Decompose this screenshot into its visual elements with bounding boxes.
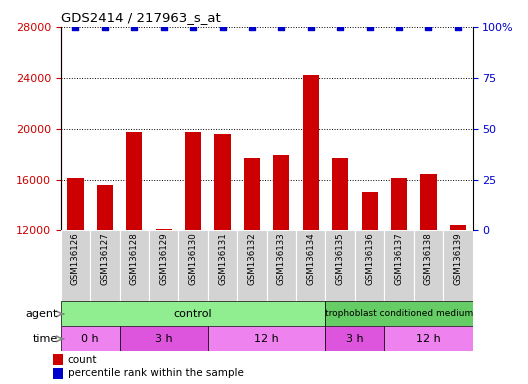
Bar	[384, 326, 473, 351]
Text: 12 h: 12 h	[254, 334, 279, 344]
Text: 12 h: 12 h	[416, 334, 441, 344]
Bar	[384, 230, 414, 301]
Point	[454, 24, 462, 30]
Bar	[126, 132, 143, 230]
Bar	[332, 158, 348, 230]
Bar	[53, 368, 63, 379]
Bar	[362, 192, 378, 230]
Point	[307, 24, 315, 30]
Bar	[208, 230, 237, 301]
Text: GSM136127: GSM136127	[100, 233, 109, 285]
Bar	[61, 326, 119, 351]
Point	[101, 24, 109, 30]
Text: percentile rank within the sample: percentile rank within the sample	[68, 368, 243, 378]
Bar	[296, 230, 325, 301]
Text: 0 h: 0 h	[81, 334, 99, 344]
Text: GSM136130: GSM136130	[188, 233, 197, 285]
Bar	[61, 230, 90, 301]
Bar	[325, 230, 355, 301]
Text: GSM136129: GSM136129	[159, 233, 168, 285]
Bar	[274, 156, 289, 230]
Point	[365, 24, 374, 30]
Text: GSM136139: GSM136139	[454, 233, 463, 285]
Bar	[119, 230, 149, 301]
Bar	[90, 230, 119, 301]
Text: time: time	[33, 334, 58, 344]
Text: GDS2414 / 217963_s_at: GDS2414 / 217963_s_at	[61, 11, 221, 24]
Text: GSM136138: GSM136138	[424, 233, 433, 285]
Bar	[355, 230, 384, 301]
Text: trophoblast conditioned medium: trophoblast conditioned medium	[325, 310, 473, 318]
Point	[424, 24, 432, 30]
Bar	[443, 230, 473, 301]
Text: GSM136131: GSM136131	[218, 233, 227, 285]
Bar	[208, 326, 325, 351]
Point	[189, 24, 197, 30]
Bar	[68, 178, 83, 230]
Bar	[61, 301, 325, 326]
Text: 3 h: 3 h	[155, 334, 173, 344]
Point	[71, 24, 80, 30]
Text: GSM136126: GSM136126	[71, 233, 80, 285]
Point	[277, 24, 286, 30]
Point	[218, 24, 227, 30]
Point	[130, 24, 138, 30]
Text: GSM136132: GSM136132	[248, 233, 257, 285]
Bar	[214, 134, 231, 230]
Bar	[244, 158, 260, 230]
Bar	[237, 230, 267, 301]
Bar	[450, 225, 466, 230]
Bar	[53, 354, 63, 365]
Bar	[420, 174, 437, 230]
Bar	[303, 75, 319, 230]
Bar	[267, 230, 296, 301]
Bar	[156, 229, 172, 230]
Point	[395, 24, 403, 30]
Bar	[149, 230, 178, 301]
Bar	[414, 230, 443, 301]
Bar	[325, 301, 473, 326]
Bar	[325, 326, 384, 351]
Bar	[178, 230, 208, 301]
Text: GSM136137: GSM136137	[394, 233, 403, 285]
Text: GSM136128: GSM136128	[130, 233, 139, 285]
Text: 3 h: 3 h	[346, 334, 364, 344]
Text: GSM136136: GSM136136	[365, 233, 374, 285]
Bar	[391, 178, 407, 230]
Point	[336, 24, 344, 30]
Text: count: count	[68, 355, 97, 365]
Text: control: control	[174, 309, 212, 319]
Text: GSM136133: GSM136133	[277, 233, 286, 285]
Point	[248, 24, 256, 30]
Bar	[119, 326, 208, 351]
Text: GSM136135: GSM136135	[336, 233, 345, 285]
Bar	[185, 132, 201, 230]
Bar	[97, 185, 113, 230]
Point	[159, 24, 168, 30]
Text: agent: agent	[26, 309, 58, 319]
Text: GSM136134: GSM136134	[306, 233, 315, 285]
